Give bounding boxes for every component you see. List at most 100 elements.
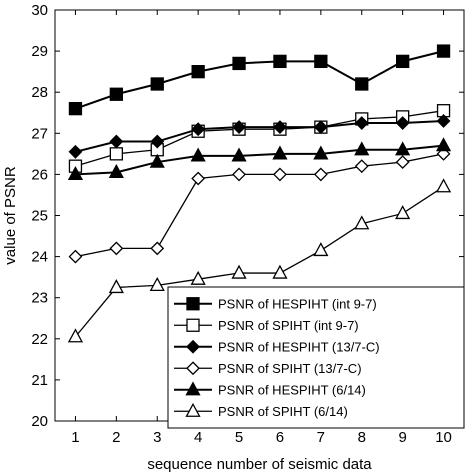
data-point [436, 44, 451, 58]
legend-item: PSNR of SPIHT (6/14) [174, 402, 348, 419]
y-tick-label: 25 [31, 208, 48, 225]
data-point [395, 205, 411, 220]
legend-item: PSNR of SPIHT (13/7-C) [174, 361, 362, 376]
data-point [68, 101, 83, 116]
series-layer [67, 44, 452, 343]
x-tick-label: 9 [398, 429, 406, 446]
data-point [232, 56, 246, 71]
data-point [185, 402, 201, 417]
data-point [109, 241, 124, 256]
data-point [395, 141, 411, 156]
legend-label: PSNR of HESPIHT (int 9-7) [218, 296, 377, 311]
data-point [109, 147, 123, 161]
series-line [75, 119, 444, 153]
series-6 [67, 178, 452, 343]
data-point [232, 120, 246, 135]
x-tick-label: 8 [358, 429, 366, 446]
y-tick-label: 27 [31, 125, 48, 142]
y-tick-label: 24 [31, 249, 48, 266]
y-tick-label: 26 [31, 166, 48, 183]
data-point [436, 114, 451, 128]
legend-label: PSNR of HESPIHT (6/14) [218, 382, 366, 397]
data-point [395, 155, 410, 169]
y-tick-label: 30 [31, 2, 48, 19]
series-3 [68, 114, 451, 159]
x-axis-label: sequence number of seismic data [147, 456, 372, 473]
x-tick-label: 3 [153, 429, 161, 446]
data-point [272, 264, 288, 279]
data-point [314, 54, 328, 69]
data-point [150, 77, 164, 91]
data-point [395, 116, 410, 130]
series-line [75, 144, 444, 176]
x-tick-label: 10 [435, 429, 452, 446]
legend-label: PSNR of HESPIHT (13/7-C) [218, 339, 380, 354]
x-tick-label: 7 [317, 429, 325, 446]
data-point [313, 242, 329, 257]
x-tick-label: 4 [194, 429, 202, 446]
data-point [232, 167, 246, 182]
y-axis-label: value of PSNR [2, 166, 19, 265]
data-point [190, 147, 206, 162]
x-tick-label: 1 [71, 429, 79, 446]
data-point [231, 264, 247, 279]
y-tick-label: 22 [31, 331, 48, 348]
data-point [191, 122, 206, 137]
data-point [313, 167, 328, 182]
data-point [273, 167, 287, 182]
legend-item: PSNR of SPIHT (int 9-7) [174, 318, 359, 333]
y-tick-label: 28 [31, 84, 48, 101]
series-line [75, 50, 444, 110]
data-point [186, 318, 200, 332]
data-point [191, 65, 205, 79]
data-point [355, 77, 369, 91]
legend: PSNR of HESPIHT (int 9-7) PSNR of SPIHT (… [167, 286, 465, 429]
y-tick-label: 21 [31, 372, 48, 389]
data-point [108, 279, 124, 294]
data-point [354, 215, 370, 230]
x-tick-label: 2 [112, 429, 120, 446]
data-point [185, 381, 201, 396]
series-2 [68, 104, 451, 173]
data-point [186, 361, 200, 376]
data-point [149, 153, 165, 168]
data-point [68, 144, 83, 159]
legend-label: PSNR of SPIHT (13/7-C) [218, 361, 362, 376]
data-point [313, 120, 328, 135]
y-tick-label: 23 [31, 290, 48, 307]
legend-item: PSNR of HESPIHT (6/14) [174, 381, 366, 397]
data-point [68, 249, 83, 264]
data-point [109, 134, 124, 149]
data-point [149, 277, 165, 292]
data-point [186, 339, 200, 354]
data-point [435, 178, 452, 193]
data-point [67, 328, 84, 343]
data-point [395, 54, 410, 69]
y-tick-label: 20 [31, 413, 48, 430]
series-5 [67, 137, 452, 181]
data-point [272, 145, 288, 160]
x-tick-label: 5 [235, 429, 243, 446]
legend-label: PSNR of SPIHT (int 9-7) [218, 318, 359, 333]
data-point [67, 166, 84, 181]
x-tick-label: 6 [276, 429, 284, 446]
data-point [273, 120, 287, 135]
series-line [75, 153, 444, 258]
data-point [435, 137, 452, 152]
data-point [191, 171, 206, 186]
data-point [150, 241, 165, 256]
data-point [190, 270, 206, 285]
legend-item: PSNR of HESPIHT (13/7-C) [174, 339, 380, 354]
legend-box [167, 286, 465, 429]
series-line [74, 186, 444, 338]
series-line [75, 110, 444, 167]
data-point [354, 159, 369, 174]
data-point [273, 54, 287, 69]
data-point [313, 145, 329, 160]
data-point [186, 297, 200, 311]
legend-label: PSNR of SPIHT (6/14) [218, 404, 348, 419]
y-tick-label: 29 [31, 43, 48, 60]
data-point [150, 134, 165, 149]
